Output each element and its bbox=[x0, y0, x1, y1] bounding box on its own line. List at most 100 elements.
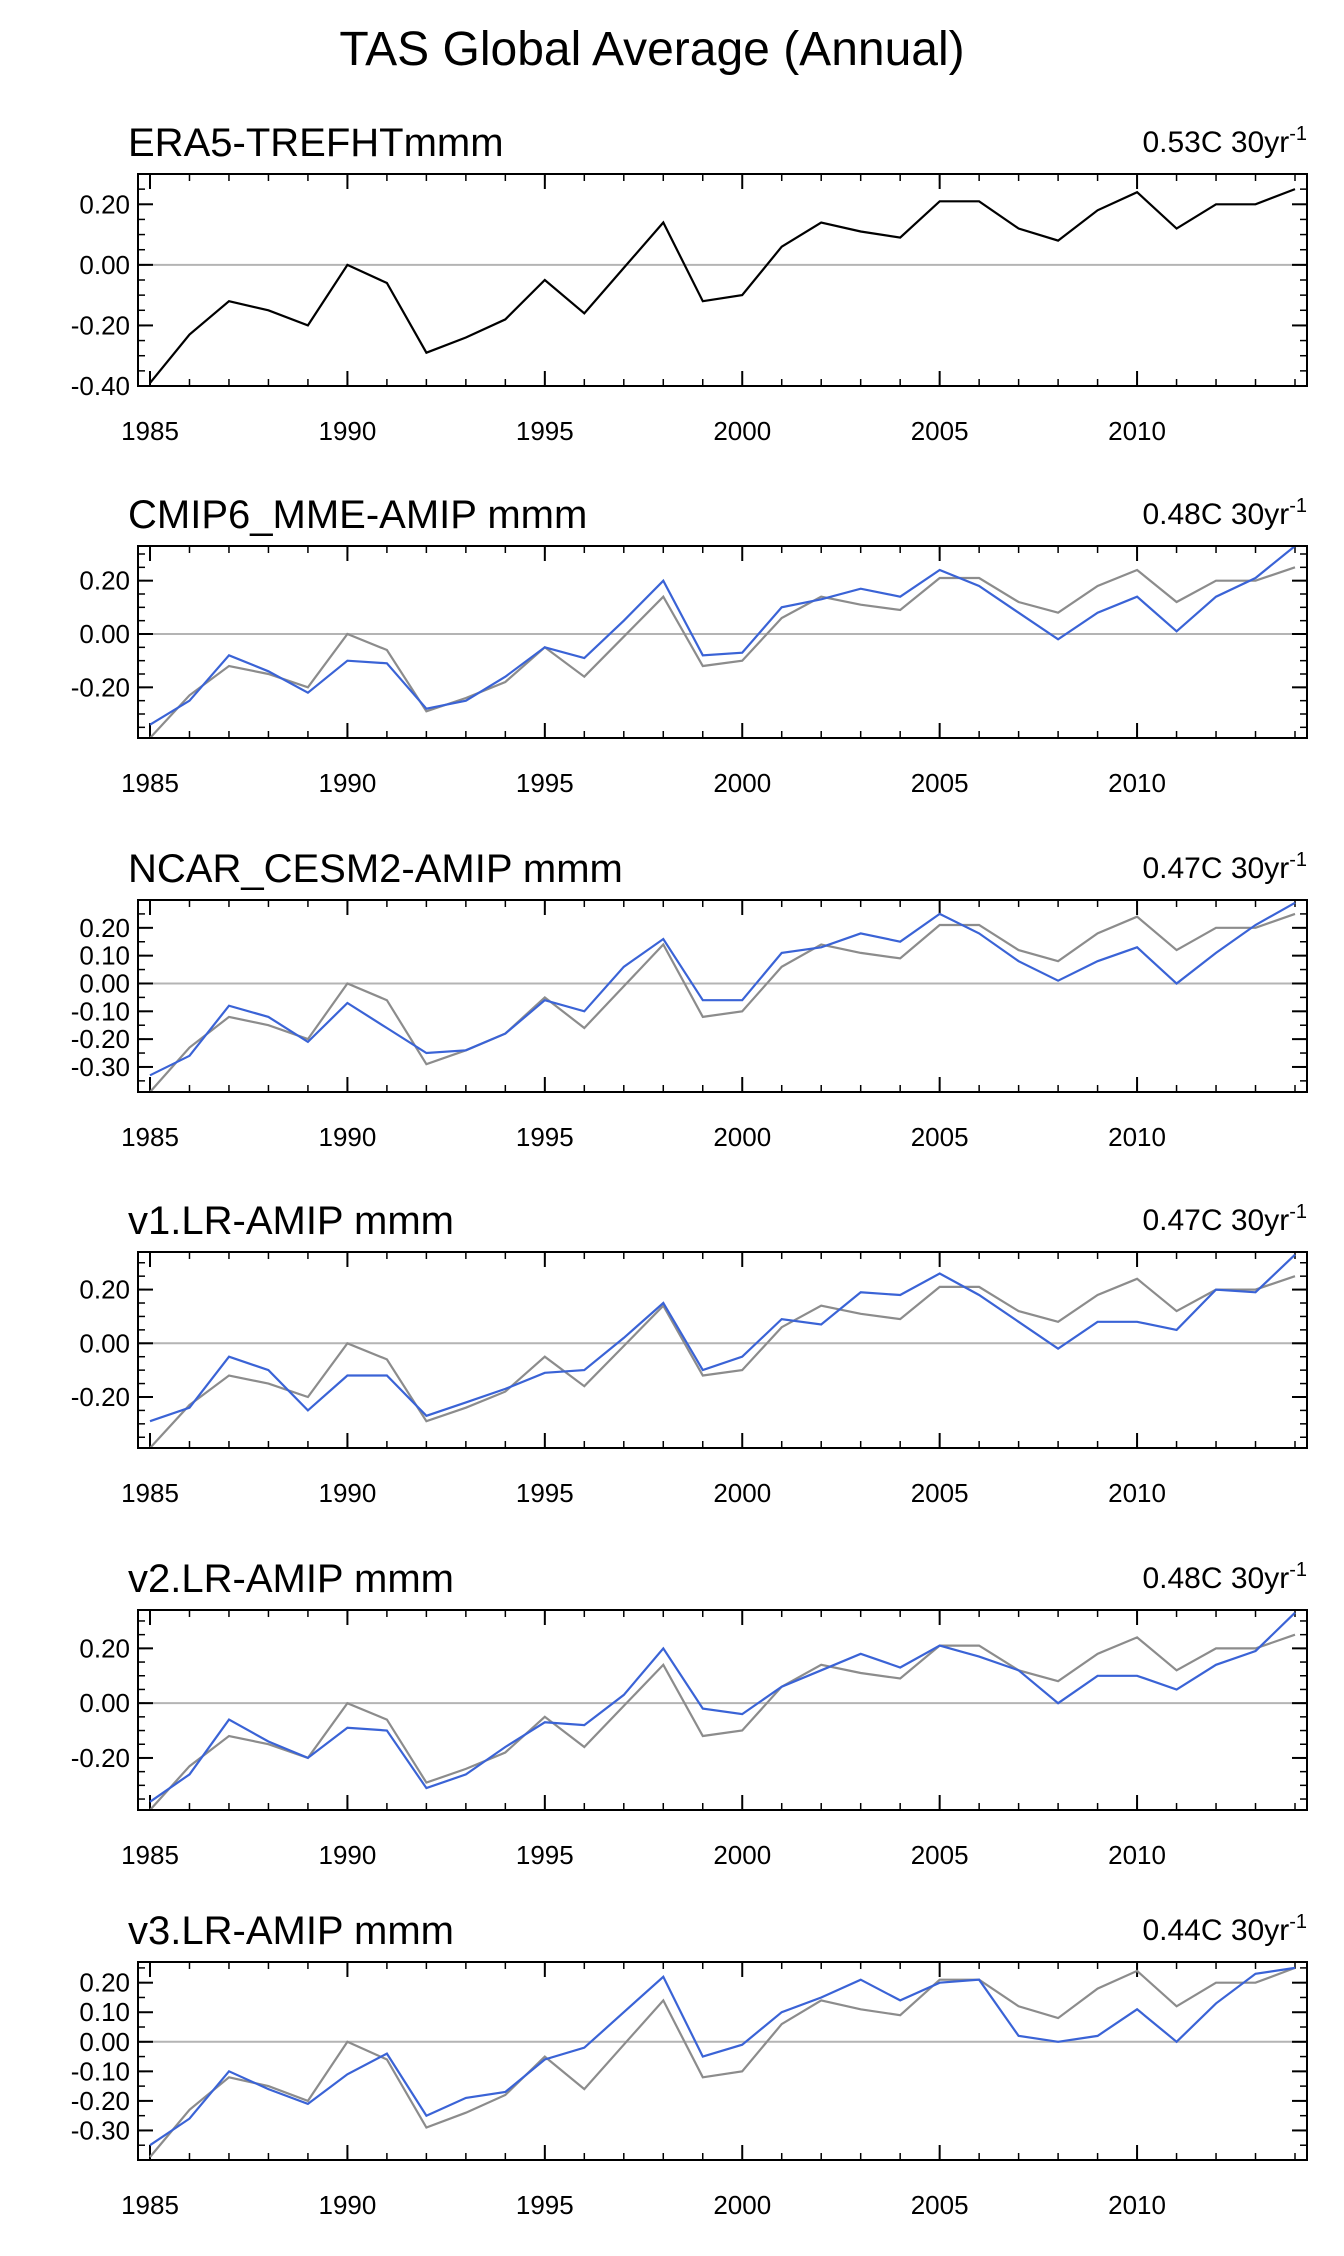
x-tick-label: 2000 bbox=[713, 416, 771, 446]
x-tick-label: 2000 bbox=[713, 1478, 771, 1508]
panel-2: CMIP6_MME-AMIP mmm 0.48C 30yr-1 0.20 0.00 -0… bbox=[71, 493, 1308, 798]
panel-title: NCAR_CESM2-AMIP mmm bbox=[128, 847, 623, 891]
x-tick-label: 2005 bbox=[911, 1478, 969, 1508]
y-tick-label: 0.00 bbox=[79, 1328, 130, 1358]
panel-3: NCAR_CESM2-AMIP mmm 0.47C 30yr-1 0.200.10 0… bbox=[71, 847, 1308, 1152]
x-tick-label: 2000 bbox=[713, 768, 771, 798]
x-tick-label: 1985 bbox=[121, 2190, 179, 2220]
x-tick-label: 2000 bbox=[713, 1840, 771, 1870]
plot-frame bbox=[137, 1251, 1308, 1449]
y-tick-label: 0.20 bbox=[79, 566, 130, 596]
series-line-reference bbox=[149, 188, 1296, 384]
y-tick-label: -0.20 bbox=[71, 672, 130, 702]
plot-frame bbox=[137, 1961, 1308, 2161]
y-tick-label: -0.10 bbox=[71, 2056, 130, 2086]
panel-1: ERA5-TREFHTmmm 0.53C 30yr-1 0.20 0.00 -0.20 -… bbox=[71, 121, 1308, 446]
series-line-reference bbox=[149, 912, 1296, 1093]
x-tick-label: 1995 bbox=[516, 416, 574, 446]
x-tick-label: 1995 bbox=[516, 1478, 574, 1508]
trend-label: 0.47C 30yr-1 bbox=[1142, 1201, 1307, 1237]
y-tick-label: -0.20 bbox=[71, 1024, 130, 1054]
trend-value: 0.47C 30yr bbox=[1142, 852, 1289, 885]
series-line-reference bbox=[149, 566, 1296, 739]
y-tick-label: -0.20 bbox=[71, 1382, 130, 1412]
y-tick-label: 0.00 bbox=[79, 2027, 130, 2057]
y-tick-label: -0.20 bbox=[71, 2086, 130, 2116]
x-tick-label: 2005 bbox=[911, 2190, 969, 2220]
trend-label: 0.48C 30yr-1 bbox=[1142, 495, 1307, 531]
plot-frame bbox=[137, 899, 1308, 1093]
x-tick-label: 1985 bbox=[121, 1840, 179, 1870]
x-tick-label: 2000 bbox=[713, 2190, 771, 2220]
series-line-model bbox=[149, 1253, 1296, 1423]
x-tick-label: 1995 bbox=[516, 2190, 574, 2220]
x-tick-label: 2005 bbox=[911, 1840, 969, 1870]
x-tick-label: 1990 bbox=[318, 768, 376, 798]
y-tick-label: 0.20 bbox=[79, 1968, 130, 1998]
panel-4: v1.LR-AMIP mmm 0.47C 30yr-1 0.20 0.00 -0.20 1… bbox=[71, 1199, 1308, 1508]
panel-title: v2.LR-AMIP mmm bbox=[128, 1557, 454, 1601]
y-tick-label: 0.20 bbox=[79, 189, 130, 219]
y-tick-label: 0.20 bbox=[79, 1275, 130, 1305]
series-line-reference bbox=[149, 1275, 1296, 1449]
x-tick-label: 1990 bbox=[318, 2190, 376, 2220]
series-line-model bbox=[149, 1611, 1296, 1803]
x-tick-label: 1985 bbox=[121, 768, 179, 798]
trend-exponent: -1 bbox=[1289, 1201, 1307, 1223]
trend-label: 0.48C 30yr-1 bbox=[1142, 1559, 1307, 1595]
series-line-reference bbox=[149, 1966, 1296, 2158]
y-tick-label: 0.00 bbox=[79, 619, 130, 649]
panel-title: v1.LR-AMIP mmm bbox=[128, 1199, 454, 1243]
y-tick-label: 0.10 bbox=[79, 1997, 130, 2027]
y-tick-label: -0.40 bbox=[71, 371, 130, 401]
trend-value: 0.44C 30yr bbox=[1142, 1914, 1289, 1947]
y-tick-label: -0.30 bbox=[71, 2115, 130, 2145]
x-tick-label: 2005 bbox=[911, 1122, 969, 1152]
plot-frame bbox=[137, 173, 1308, 387]
series-line-model bbox=[149, 545, 1296, 726]
y-tick-label: 0.00 bbox=[79, 1688, 130, 1718]
x-tick-label: 2005 bbox=[911, 768, 969, 798]
x-tick-label: 2010 bbox=[1108, 1840, 1166, 1870]
x-tick-label: 2010 bbox=[1108, 416, 1166, 446]
x-tick-label: 2010 bbox=[1108, 1478, 1166, 1508]
panel-title: v3.LR-AMIP mmm bbox=[128, 1909, 454, 1953]
y-tick-label: -0.20 bbox=[71, 310, 130, 340]
y-tick-label: 0.20 bbox=[79, 1633, 130, 1663]
y-tick-label: 0.00 bbox=[79, 250, 130, 280]
x-tick-label: 1990 bbox=[318, 1478, 376, 1508]
panel-title: CMIP6_MME-AMIP mmm bbox=[128, 493, 587, 537]
series-line-model bbox=[149, 901, 1296, 1077]
panel-5: v2.LR-AMIP mmm 0.48C 30yr-1 0.20 0.00 -0.20 1… bbox=[71, 1557, 1308, 1870]
y-tick-label: 0.10 bbox=[79, 941, 130, 971]
trend-exponent: -1 bbox=[1289, 849, 1307, 871]
x-tick-label: 1995 bbox=[516, 1840, 574, 1870]
y-tick-label: 0.20 bbox=[79, 913, 130, 943]
series-line-model bbox=[149, 1966, 1296, 2147]
trend-label: 0.44C 30yr-1 bbox=[1142, 1911, 1307, 1947]
x-tick-label: 1985 bbox=[121, 416, 179, 446]
series-line-reference bbox=[149, 1633, 1296, 1811]
y-tick-label: -0.20 bbox=[71, 1743, 130, 1773]
x-tick-label: 2010 bbox=[1108, 2190, 1166, 2220]
x-tick-label: 1990 bbox=[318, 1840, 376, 1870]
plot-frame bbox=[137, 545, 1308, 739]
x-tick-label: 1985 bbox=[121, 1122, 179, 1152]
trend-value: 0.47C 30yr bbox=[1142, 1204, 1289, 1237]
x-tick-label: 2010 bbox=[1108, 768, 1166, 798]
x-tick-label: 1995 bbox=[516, 768, 574, 798]
x-tick-label: 1990 bbox=[318, 1122, 376, 1152]
trend-value: 0.48C 30yr bbox=[1142, 1562, 1289, 1595]
trend-exponent: -1 bbox=[1289, 1559, 1307, 1581]
trend-label: 0.53C 30yr-1 bbox=[1142, 123, 1307, 159]
x-tick-label: 1995 bbox=[516, 1122, 574, 1152]
x-tick-label: 1990 bbox=[318, 416, 376, 446]
panel-title: ERA5-TREFHTmmm bbox=[128, 121, 504, 165]
y-tick-label: -0.10 bbox=[71, 996, 130, 1026]
trend-value: 0.53C 30yr bbox=[1142, 126, 1289, 159]
trend-label: 0.47C 30yr-1 bbox=[1142, 849, 1307, 885]
plot-frame bbox=[137, 1609, 1308, 1811]
x-tick-label: 2010 bbox=[1108, 1122, 1166, 1152]
trend-value: 0.48C 30yr bbox=[1142, 498, 1289, 531]
